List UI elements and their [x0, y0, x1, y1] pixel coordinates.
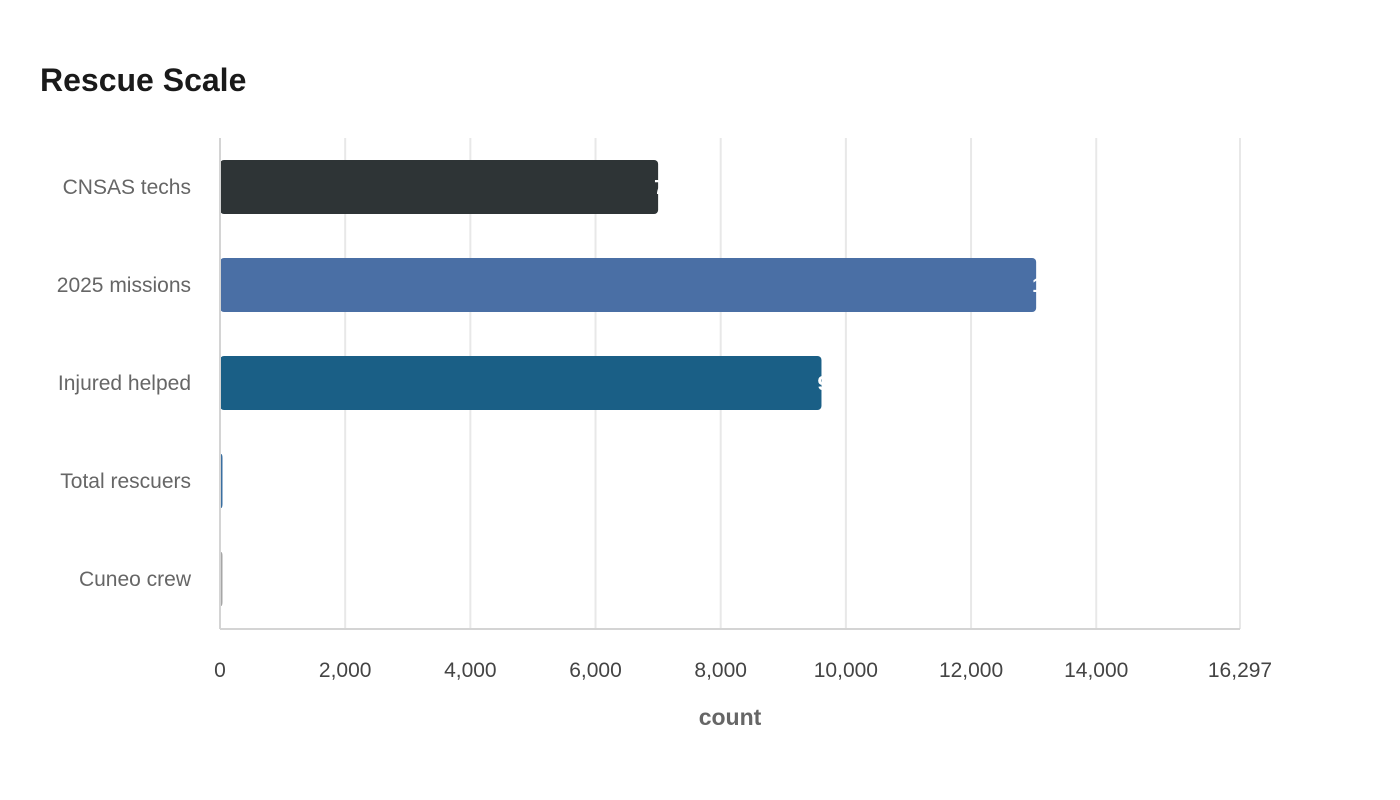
bars: 7 1 9: [220, 160, 1043, 606]
tick-labels: 0 2,000 4,000 6,000 8,000 10,000 12,000 14,000 1…: [57, 176, 1272, 682]
y-tick-label: 2025 missions: [57, 274, 191, 297]
bar-data-label: 7: [654, 177, 665, 199]
x-tick-label: 6,000: [569, 659, 622, 682]
x-tick-label: 2,000: [319, 659, 372, 682]
y-tick-label: Total rescuers: [60, 470, 191, 493]
x-tick-label: 4,000: [444, 659, 497, 682]
bar-data-label: 9: [817, 373, 828, 395]
axes: [219, 138, 1240, 630]
x-tick-label: 0: [214, 659, 226, 682]
bar-2025-missions: [220, 258, 1037, 312]
chart-title: Rescue Scale: [40, 62, 247, 98]
y-tick-label: Cuneo crew: [79, 568, 192, 591]
x-tick-label: 8,000: [694, 659, 747, 682]
x-tick-label: 16,297: [1208, 659, 1272, 682]
x-tick-label: 10,000: [814, 659, 878, 682]
bar-injured-helped: [220, 356, 822, 410]
y-tick-label: CNSAS techs: [63, 176, 191, 199]
x-axis-title: count: [699, 704, 762, 730]
bar-data-label: 1: [1032, 275, 1043, 297]
x-tick-label: 12,000: [939, 659, 1003, 682]
y-tick-label: Injured helped: [58, 372, 191, 395]
x-tick-label: 14,000: [1064, 659, 1128, 682]
bar-cnsas-techs: [220, 160, 659, 214]
